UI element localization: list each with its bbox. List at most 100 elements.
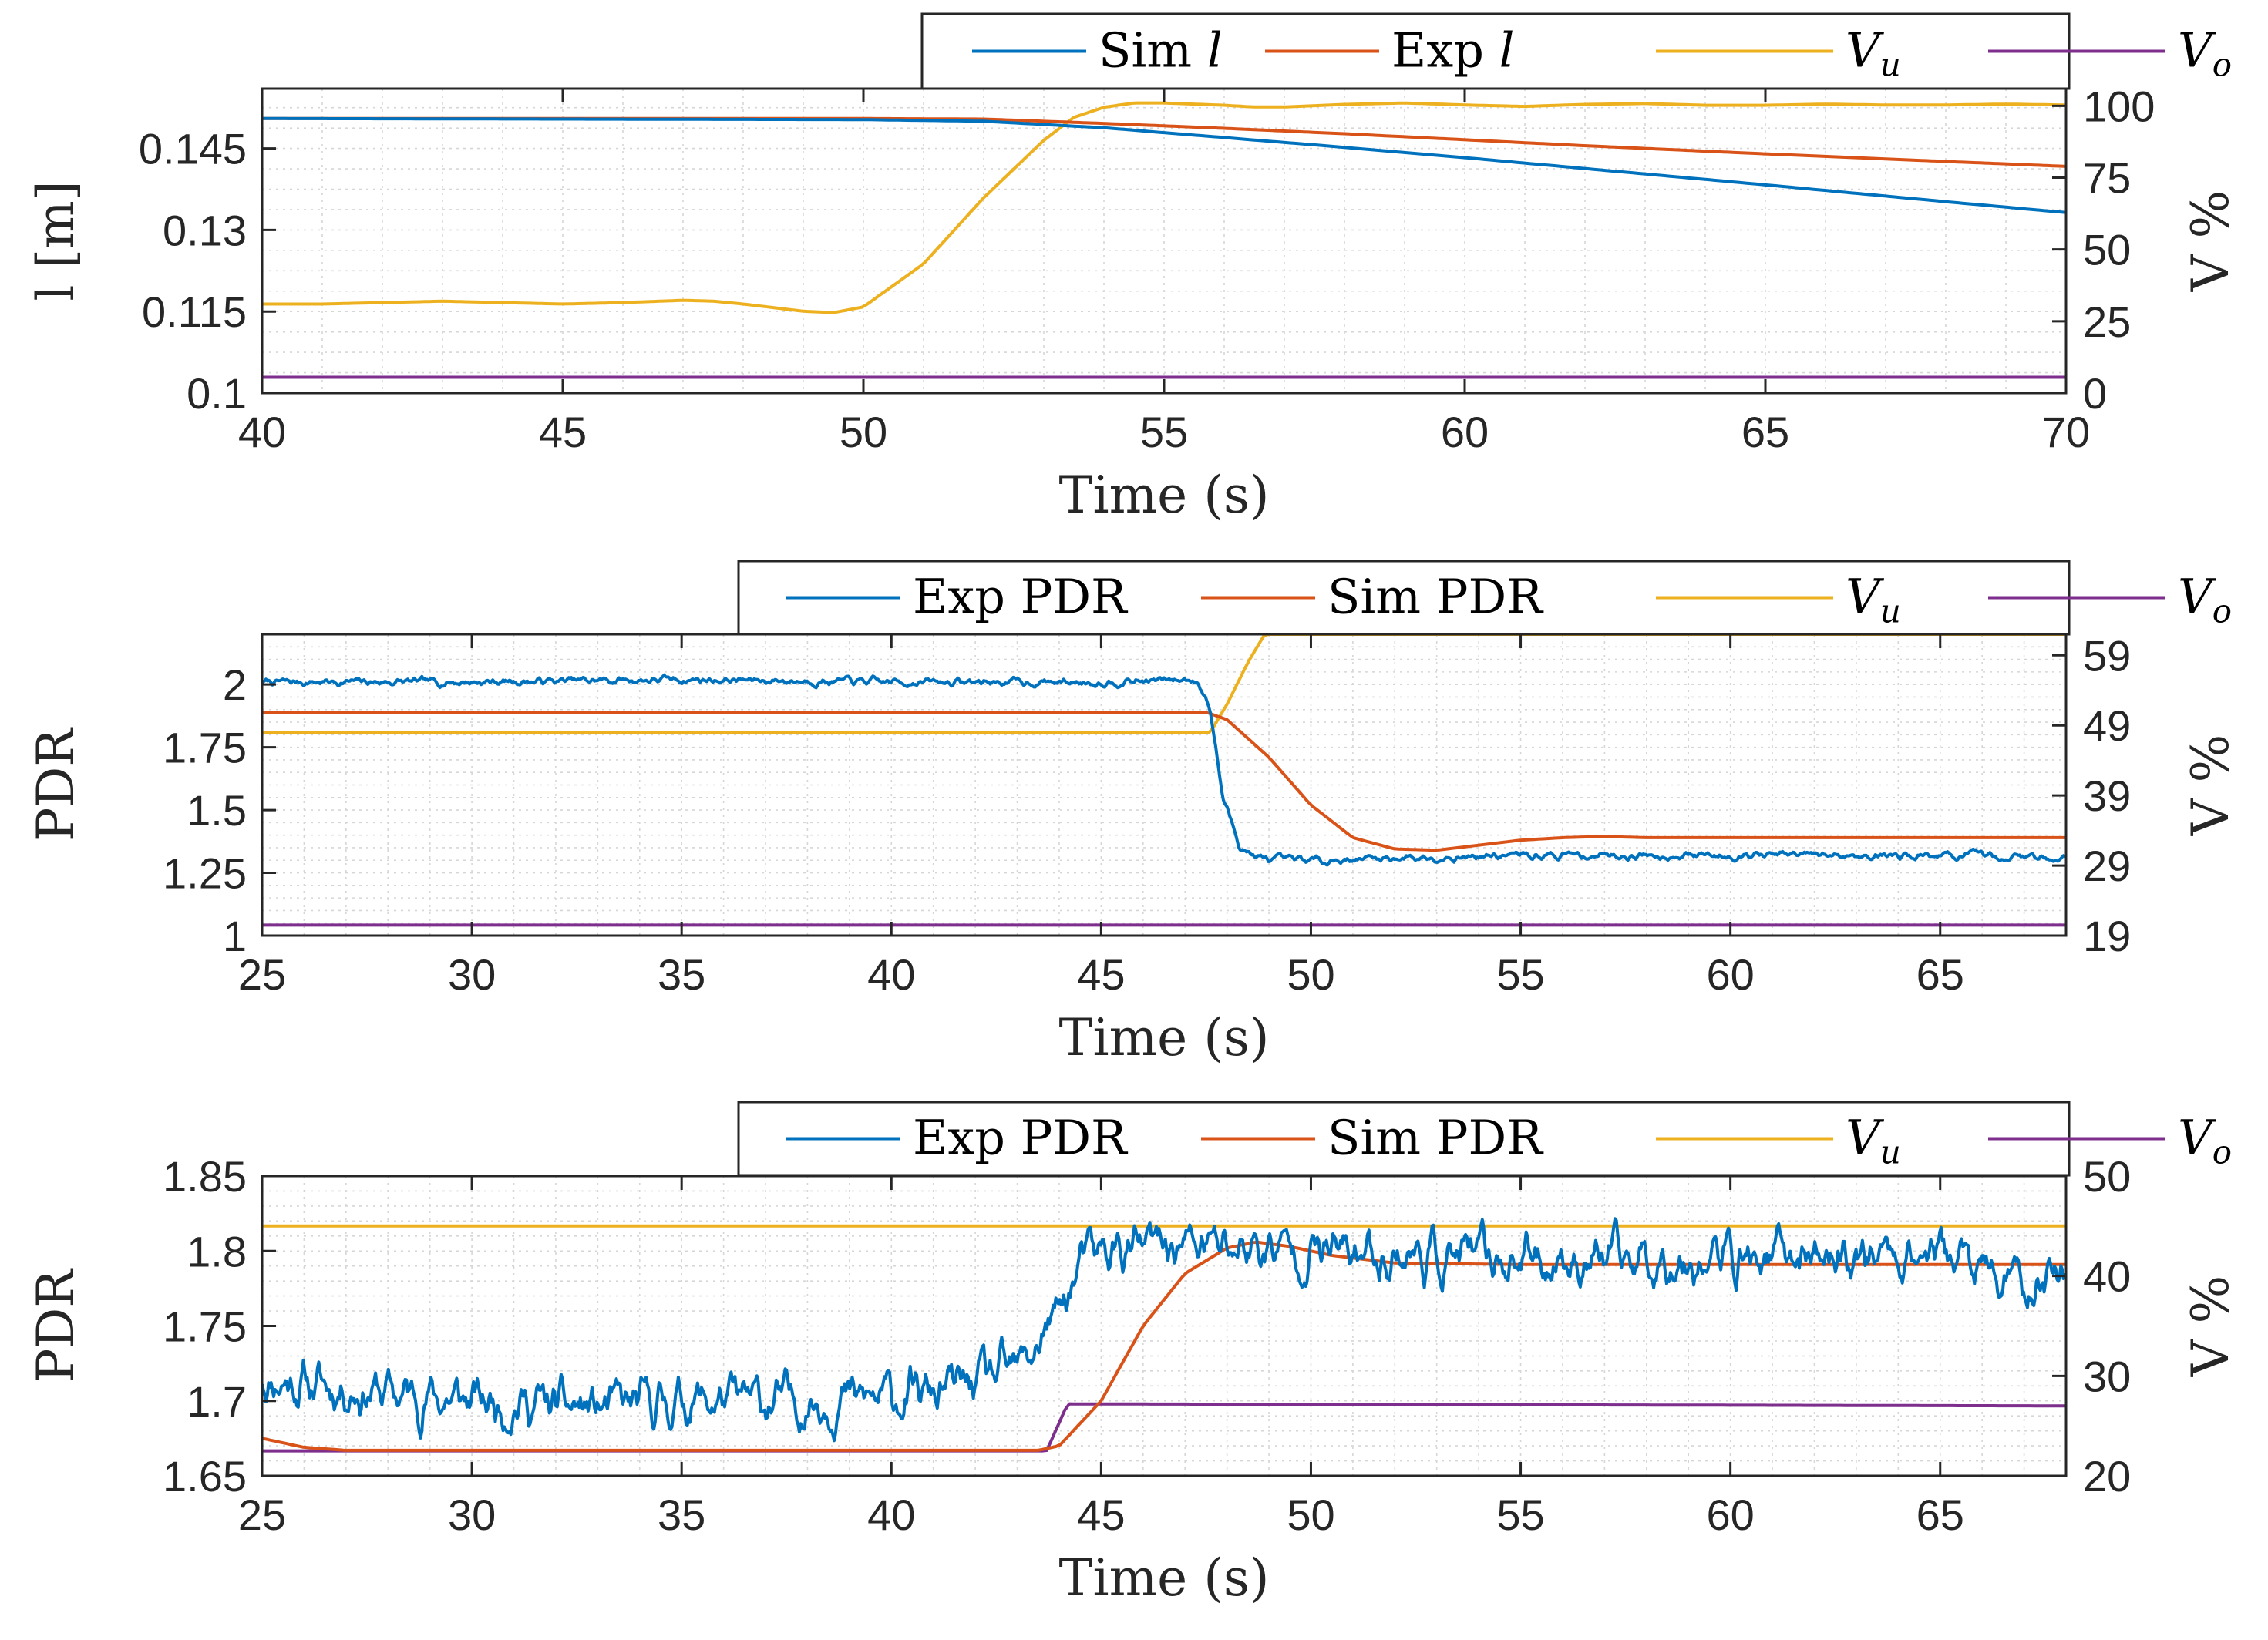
series-line-sim-pdr: [262, 1241, 2066, 1452]
legend: Exp PDR Sim PDR Vu Vo: [737, 560, 2232, 636]
x-tick-label: 30: [448, 1490, 496, 1539]
x-tick-label: 65: [1916, 950, 1964, 999]
legend-label-4: Vo: [2178, 1110, 2232, 1171]
legend-label-1: Exp PDR: [913, 569, 1129, 625]
legend-label-2: Sim PDR: [1327, 569, 1544, 625]
y-tick-label: 2: [223, 660, 247, 709]
y-right-tick-label: 0: [2083, 369, 2107, 418]
y-right-tick-label: 29: [2083, 842, 2131, 890]
x-tick-label: 45: [1077, 1490, 1125, 1539]
legend-label-2: Exp l: [1391, 22, 1514, 79]
x-tick-label: 50: [1287, 1490, 1334, 1539]
series-line-exp-pdr: [262, 1217, 2066, 1443]
y-right-tick-label: 50: [2083, 226, 2131, 274]
legend-label-1: Sim l: [1099, 22, 1223, 79]
y-right-tick-label: 59: [2083, 631, 2131, 680]
legend-label-1: Exp PDR: [913, 1110, 1129, 1166]
x-axis: 25 30 35 40 45 50 55 60 65 Time (s): [238, 634, 1964, 1067]
series-group: [262, 634, 2066, 927]
x-tick-label: 45: [1077, 950, 1125, 999]
y-right-tick-label: 49: [2083, 701, 2131, 750]
series-line-v-u: [262, 101, 2066, 314]
legend-label-4: Vo: [2178, 569, 2232, 630]
y-tick-label: 1: [223, 912, 247, 960]
y-right-axis-label: V %: [2181, 734, 2240, 836]
legend-label-3: Vu: [1846, 569, 1901, 630]
y-axis-right: 0 25 50 75 100 V %: [2052, 82, 2240, 418]
x-tick-label: 50: [840, 408, 887, 456]
y-right-tick-label: 39: [2083, 771, 2131, 820]
chart-panel-3: 25 30 35 40 45 50 55 60 65 Time (s) 1.65 1.7 1.75 1.8…: [26, 1101, 2240, 1608]
chart-panel-1: 40 45 50 55 60 65 70 Time (s) 0.1 0.115 0.13 0.145 l…: [26, 12, 2240, 525]
series-line-sim-l: [262, 116, 2066, 214]
y-axis-left: 0.1 0.115 0.13 0.145 l [m]: [26, 125, 276, 418]
y-tick-label: 0.1: [187, 369, 247, 418]
legend-box: [737, 1101, 2071, 1177]
series-line-exp-pdr: [262, 673, 2066, 867]
y-tick-label: 0.13: [163, 206, 247, 254]
grid: [261, 1175, 2067, 1477]
x-tick-label: 35: [658, 950, 705, 999]
x-axis-label: Time (s): [1058, 465, 1269, 525]
y-tick-label: 1.75: [163, 724, 247, 772]
y-tick-label: 1.75: [163, 1302, 247, 1351]
x-tick-label: 55: [1496, 1490, 1544, 1539]
x-tick-label: 35: [658, 1490, 705, 1539]
y-axis-right: 20 30 40 50 V %: [2052, 1152, 2240, 1501]
x-tick-label: 55: [1140, 408, 1188, 456]
y-tick-label: 1.85: [163, 1152, 247, 1201]
x-tick-label: 40: [238, 408, 286, 456]
y-tick-label: 1.65: [163, 1452, 247, 1501]
legend-label-3: Vu: [1846, 22, 1901, 84]
y-tick-label: 1.5: [187, 786, 247, 835]
x-tick-label: 40: [867, 1490, 915, 1539]
y-tick-label: 1.7: [187, 1377, 247, 1426]
x-tick-label: 60: [1707, 1490, 1755, 1539]
y-right-tick-label: 20: [2083, 1452, 2131, 1501]
y-right-axis-label: V %: [2181, 190, 2240, 292]
x-axis-label: Time (s): [1058, 1548, 1269, 1608]
series-group: [262, 1217, 2066, 1453]
legend-label-3: Vu: [1846, 1110, 1901, 1171]
legend-label-2: Sim PDR: [1327, 1110, 1544, 1166]
x-tick-label: 40: [867, 950, 915, 999]
y-axis-label: PDR: [26, 1268, 86, 1383]
legend: Sim l Exp l Vu Vo: [920, 12, 2232, 90]
y-tick-label: 0.115: [142, 287, 247, 336]
y-tick-label: 1.25: [163, 849, 247, 898]
y-axis-right: 19 29 39 49 59 V %: [2052, 631, 2240, 960]
series-group: [262, 101, 2066, 379]
legend: Exp PDR Sim PDR Vu Vo: [737, 1101, 2232, 1177]
y-right-tick-label: 25: [2083, 297, 2131, 346]
y-axis-label: l [m]: [26, 180, 86, 301]
chart-panel-2: 25 30 35 40 45 50 55 60 65 Time (s) 1 1.25 1.5 1.75 2 P…: [26, 560, 2240, 1067]
y-axis-left: 1 1.25 1.5 1.75 2 PDR: [26, 660, 276, 960]
legend-label-4: Vo: [2178, 22, 2232, 84]
x-tick-label: 25: [238, 1490, 286, 1539]
y-right-tick-label: 50: [2083, 1152, 2131, 1201]
x-tick-label: 45: [539, 408, 587, 456]
x-tick-label: 60: [1441, 408, 1489, 456]
x-tick-label: 65: [1916, 1490, 1964, 1539]
y-right-axis-label: V %: [2181, 1275, 2240, 1377]
x-tick-label: 50: [1287, 950, 1334, 999]
y-right-tick-label: 40: [2083, 1252, 2131, 1301]
y-axis-left: 1.65 1.7 1.75 1.8 1.85 PDR: [26, 1152, 276, 1501]
x-tick-label: 65: [1741, 408, 1789, 456]
x-axis-label: Time (s): [1058, 1008, 1269, 1067]
x-tick-label: 55: [1496, 950, 1544, 999]
y-right-tick-label: 100: [2083, 82, 2155, 130]
x-axis: 40 45 50 55 60 65 70 Time (s): [238, 89, 2090, 525]
x-tick-label: 25: [238, 950, 286, 999]
y-tick-label: 0.145: [139, 125, 247, 173]
legend-box: [920, 12, 2071, 90]
x-tick-label: 70: [2042, 408, 2090, 456]
series-line-sim-pdr: [262, 711, 2066, 852]
y-right-tick-label: 75: [2083, 154, 2131, 203]
x-tick-label: 60: [1707, 950, 1755, 999]
series-line-v-u: [262, 634, 2066, 734]
y-right-tick-label: 19: [2083, 912, 2131, 960]
x-tick-label: 30: [448, 950, 496, 999]
y-tick-label: 1.8: [187, 1227, 247, 1275]
